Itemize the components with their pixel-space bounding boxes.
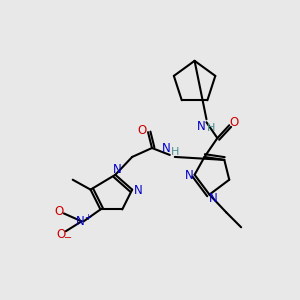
Text: −: − (64, 233, 72, 243)
Text: N: N (161, 142, 170, 154)
Text: N: N (197, 120, 206, 133)
Text: O: O (230, 116, 239, 129)
Text: O: O (137, 124, 147, 137)
Text: H: H (171, 147, 179, 157)
Text: O: O (54, 205, 64, 218)
Text: O: O (56, 228, 65, 241)
Text: +: + (84, 213, 91, 222)
Text: N: N (134, 184, 142, 197)
Text: N: N (113, 163, 122, 176)
Text: N: N (185, 169, 194, 182)
Text: N: N (76, 215, 85, 228)
Text: H: H (207, 123, 216, 133)
Text: N: N (209, 192, 218, 205)
